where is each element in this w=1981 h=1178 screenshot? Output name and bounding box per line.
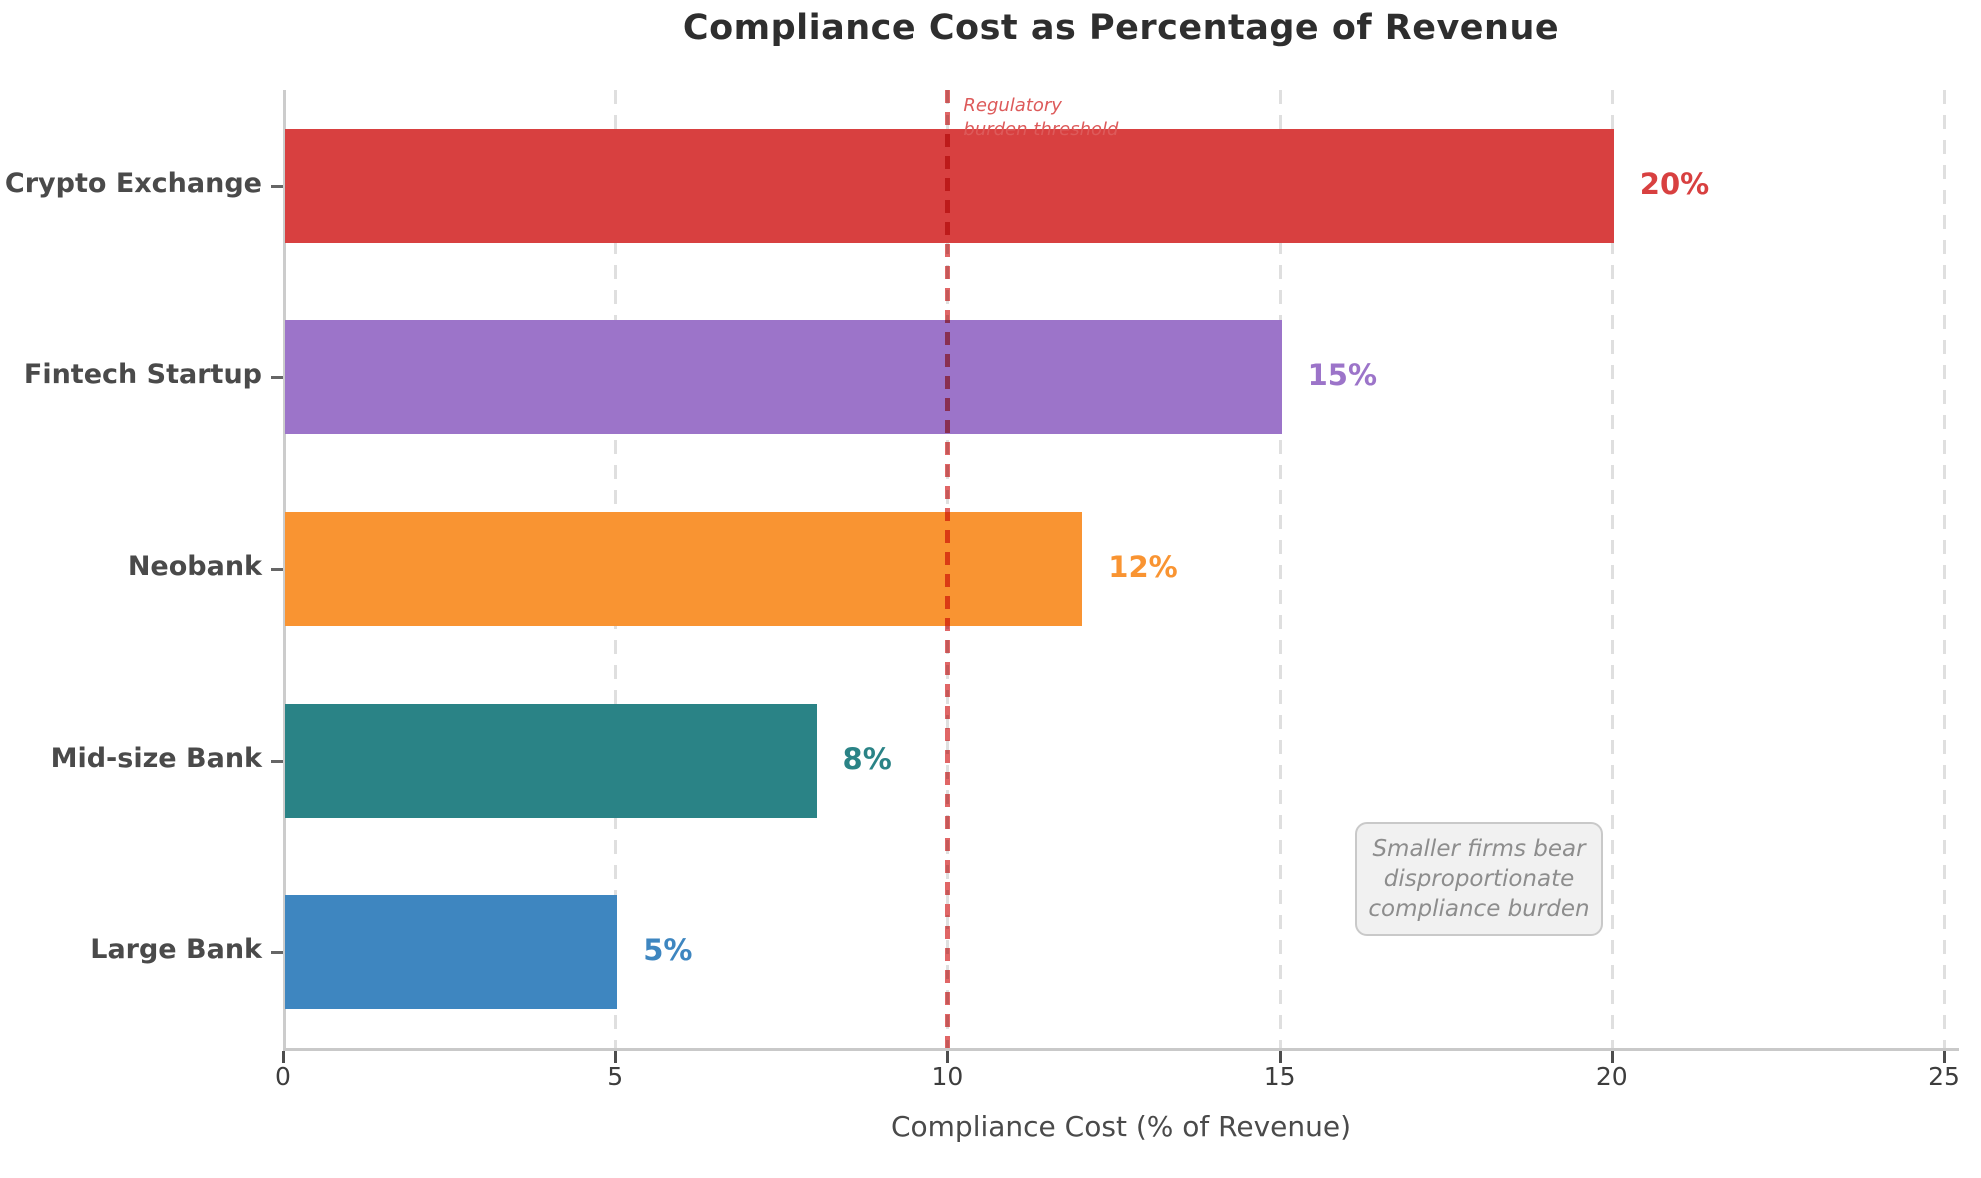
category-label-large-bank: Large Bank — [90, 934, 262, 966]
y-tick-large-bank — [271, 951, 283, 955]
category-label-crypto-exchange: Crypto Exchange — [4, 167, 262, 199]
gridline-15 — [1278, 90, 1282, 1048]
gridline-25 — [1943, 90, 1946, 1048]
bar-fintech-startup — [285, 320, 1282, 435]
y-axis-spine — [283, 90, 286, 1048]
y-tick-neobank — [271, 568, 283, 571]
x-tick-20 — [1610, 1051, 1614, 1063]
category-label-neobank: Neobank — [127, 551, 262, 582]
y-tick-fintech-startup — [271, 376, 283, 380]
value-label-fintech-startup: 15% — [1307, 358, 1378, 393]
x-tick-label-25: 25 — [1928, 1062, 1960, 1091]
bar-mid-size-bank — [285, 703, 817, 818]
threshold-label-line: burden threshold — [963, 119, 1119, 140]
annotation-box: Smaller firms bear disproportionate compli… — [1355, 822, 1603, 936]
x-tick-25 — [1943, 1051, 1946, 1063]
x-axis-label: Compliance Cost (% of Revenue) — [890, 1110, 1352, 1143]
annotation-line: compliance burden — [1368, 896, 1590, 922]
value-label-crypto-exchange: 20% — [1639, 166, 1710, 201]
x-tick-label-0: 0 — [275, 1062, 291, 1091]
x-tick-label-15: 15 — [1263, 1062, 1296, 1091]
value-label-neobank: 12% — [1108, 550, 1178, 584]
x-tick-10 — [946, 1051, 950, 1063]
bar-neobank — [285, 512, 1083, 626]
threshold-line — [945, 90, 951, 1048]
bar-large-bank — [285, 895, 618, 1010]
x-tick-5 — [614, 1051, 618, 1063]
annotation-line: Smaller firms bear — [1372, 836, 1586, 862]
annotation-line: disproportionate — [1383, 866, 1575, 892]
x-tick-label-10: 10 — [931, 1062, 964, 1091]
chart-title: Compliance Cost as Percentage of Revenue — [682, 8, 1560, 48]
value-label-mid-size-bank: 8% — [842, 741, 892, 776]
gridline-20 — [1610, 90, 1614, 1048]
x-tick-label-20: 20 — [1595, 1062, 1628, 1091]
category-label-fintech-startup: Fintech Startup — [23, 359, 262, 391]
threshold-label-line: Regulatory — [963, 95, 1062, 116]
y-tick-crypto-exchange — [271, 184, 283, 188]
x-tick-0 — [282, 1051, 285, 1063]
value-label-large-bank: 5% — [643, 933, 693, 968]
x-tick-label-5: 5 — [607, 1062, 624, 1091]
x-axis-spine — [283, 1048, 1959, 1051]
threshold-label: Regulatory burden threshold — [963, 94, 1118, 142]
x-tick-15 — [1278, 1051, 1282, 1063]
category-label-mid-size-bank: Mid-size Bank — [50, 742, 262, 774]
y-tick-mid-size-bank — [271, 759, 283, 763]
